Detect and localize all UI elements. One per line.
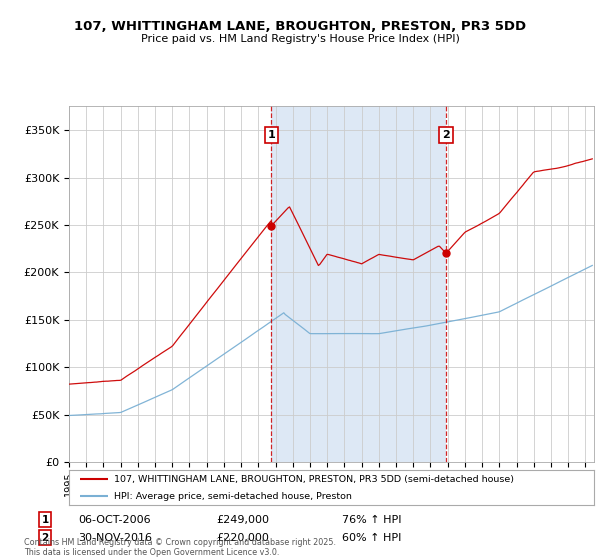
Text: 107, WHITTINGHAM LANE, BROUGHTON, PRESTON, PR3 5DD (semi-detached house): 107, WHITTINGHAM LANE, BROUGHTON, PRESTO… — [113, 474, 514, 484]
Text: 1: 1 — [41, 515, 49, 525]
Bar — [271, 106, 446, 462]
Text: 06-OCT-2006: 06-OCT-2006 — [78, 515, 151, 525]
Text: 76% ↑ HPI: 76% ↑ HPI — [342, 515, 401, 525]
Text: 107, WHITTINGHAM LANE, BROUGHTON, PRESTON, PR3 5DD: 107, WHITTINGHAM LANE, BROUGHTON, PRESTO… — [74, 20, 526, 32]
Text: 2: 2 — [442, 130, 450, 140]
Text: Contains HM Land Registry data © Crown copyright and database right 2025.
This d: Contains HM Land Registry data © Crown c… — [24, 538, 336, 557]
Text: 1: 1 — [268, 130, 275, 140]
Text: 30-NOV-2016: 30-NOV-2016 — [78, 533, 152, 543]
Text: Price paid vs. HM Land Registry's House Price Index (HPI): Price paid vs. HM Land Registry's House … — [140, 34, 460, 44]
Text: £249,000: £249,000 — [216, 515, 269, 525]
Text: 60% ↑ HPI: 60% ↑ HPI — [342, 533, 401, 543]
Text: HPI: Average price, semi-detached house, Preston: HPI: Average price, semi-detached house,… — [113, 492, 352, 501]
Text: 2: 2 — [41, 533, 49, 543]
Text: £220,000: £220,000 — [216, 533, 269, 543]
